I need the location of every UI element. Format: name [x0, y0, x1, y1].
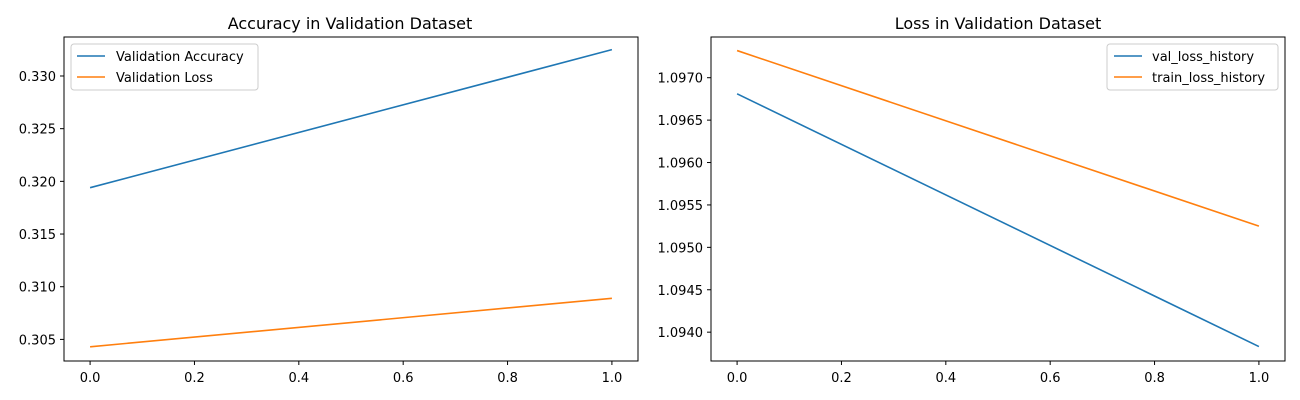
- y-tick-label: 0.310: [19, 281, 56, 296]
- y-tick-label: 1.0940: [658, 326, 704, 341]
- ticks-group: 0.0 0.2 0.4 0.6 0.8 1.0 1.0940 1.0945 1.0950 1.09…: [658, 72, 1270, 386]
- series-line: [89, 48, 613, 189]
- x-tick-label: 0.2: [184, 371, 205, 386]
- y-tick-label: 1.0970: [658, 72, 704, 87]
- accuracy-chart: Accuracy in Validation Dataset 0.0 0.2 0.4…: [19, 14, 639, 386]
- legend-box: [1106, 43, 1279, 91]
- legend-box: [70, 43, 259, 91]
- x-tick-label: 0.8: [1144, 371, 1165, 386]
- y-tick-label: 1.0960: [658, 157, 704, 172]
- y-tick-label: 0.305: [19, 333, 56, 348]
- x-tick-label: 0.6: [393, 371, 414, 386]
- y-tick-label: 1.0950: [658, 241, 704, 256]
- series-line: [736, 93, 1260, 348]
- legend-label: train_loss_history: [1152, 71, 1265, 86]
- x-tick-label: 0.0: [80, 371, 101, 386]
- y-tick-label: 0.320: [19, 175, 56, 190]
- ticks-group: 0.0 0.2 0.4 0.6 0.8 1.0 0.305 0.310 0.315 0.320 0.…: [19, 70, 622, 386]
- y-tick-label: 0.330: [19, 70, 56, 85]
- x-tick-label: 0.8: [497, 371, 518, 386]
- y-tick-label: 1.0965: [658, 114, 704, 129]
- chart-title: Loss in Validation Dataset: [895, 14, 1102, 33]
- legend-label: Validation Loss: [116, 71, 213, 86]
- chart-title: Accuracy in Validation Dataset: [228, 14, 473, 33]
- x-tick-label: 0.4: [288, 371, 309, 386]
- x-tick-label: 0.0: [727, 371, 748, 386]
- y-tick-label: 1.0955: [658, 199, 704, 214]
- axes-frame: [710, 36, 1286, 362]
- series-line: [736, 49, 1260, 227]
- y-tick-label: 1.0945: [658, 284, 704, 299]
- series-line: [90, 297, 612, 348]
- y-tick-label: 0.325: [19, 123, 56, 138]
- plot-area: [736, 49, 1260, 348]
- x-tick-label: 1.0: [1249, 371, 1270, 386]
- axes-frame: [63, 36, 639, 362]
- loss-chart: Loss in Validation Dataset 0.0 0.2 0.4 0.6 0…: [658, 14, 1286, 386]
- legend: val_loss_history train_loss_history: [1106, 43, 1279, 91]
- x-tick-label: 1.0: [602, 371, 623, 386]
- x-tick-label: 0.6: [1040, 371, 1061, 386]
- x-tick-label: 0.2: [831, 371, 852, 386]
- y-tick-label: 0.315: [19, 228, 56, 243]
- plot-area: [89, 48, 613, 348]
- legend-label: Validation Accuracy: [116, 50, 244, 65]
- legend: Validation Accuracy Validation Loss: [70, 43, 259, 91]
- x-tick-label: 0.4: [935, 371, 956, 386]
- legend-label: val_loss_history: [1152, 50, 1254, 65]
